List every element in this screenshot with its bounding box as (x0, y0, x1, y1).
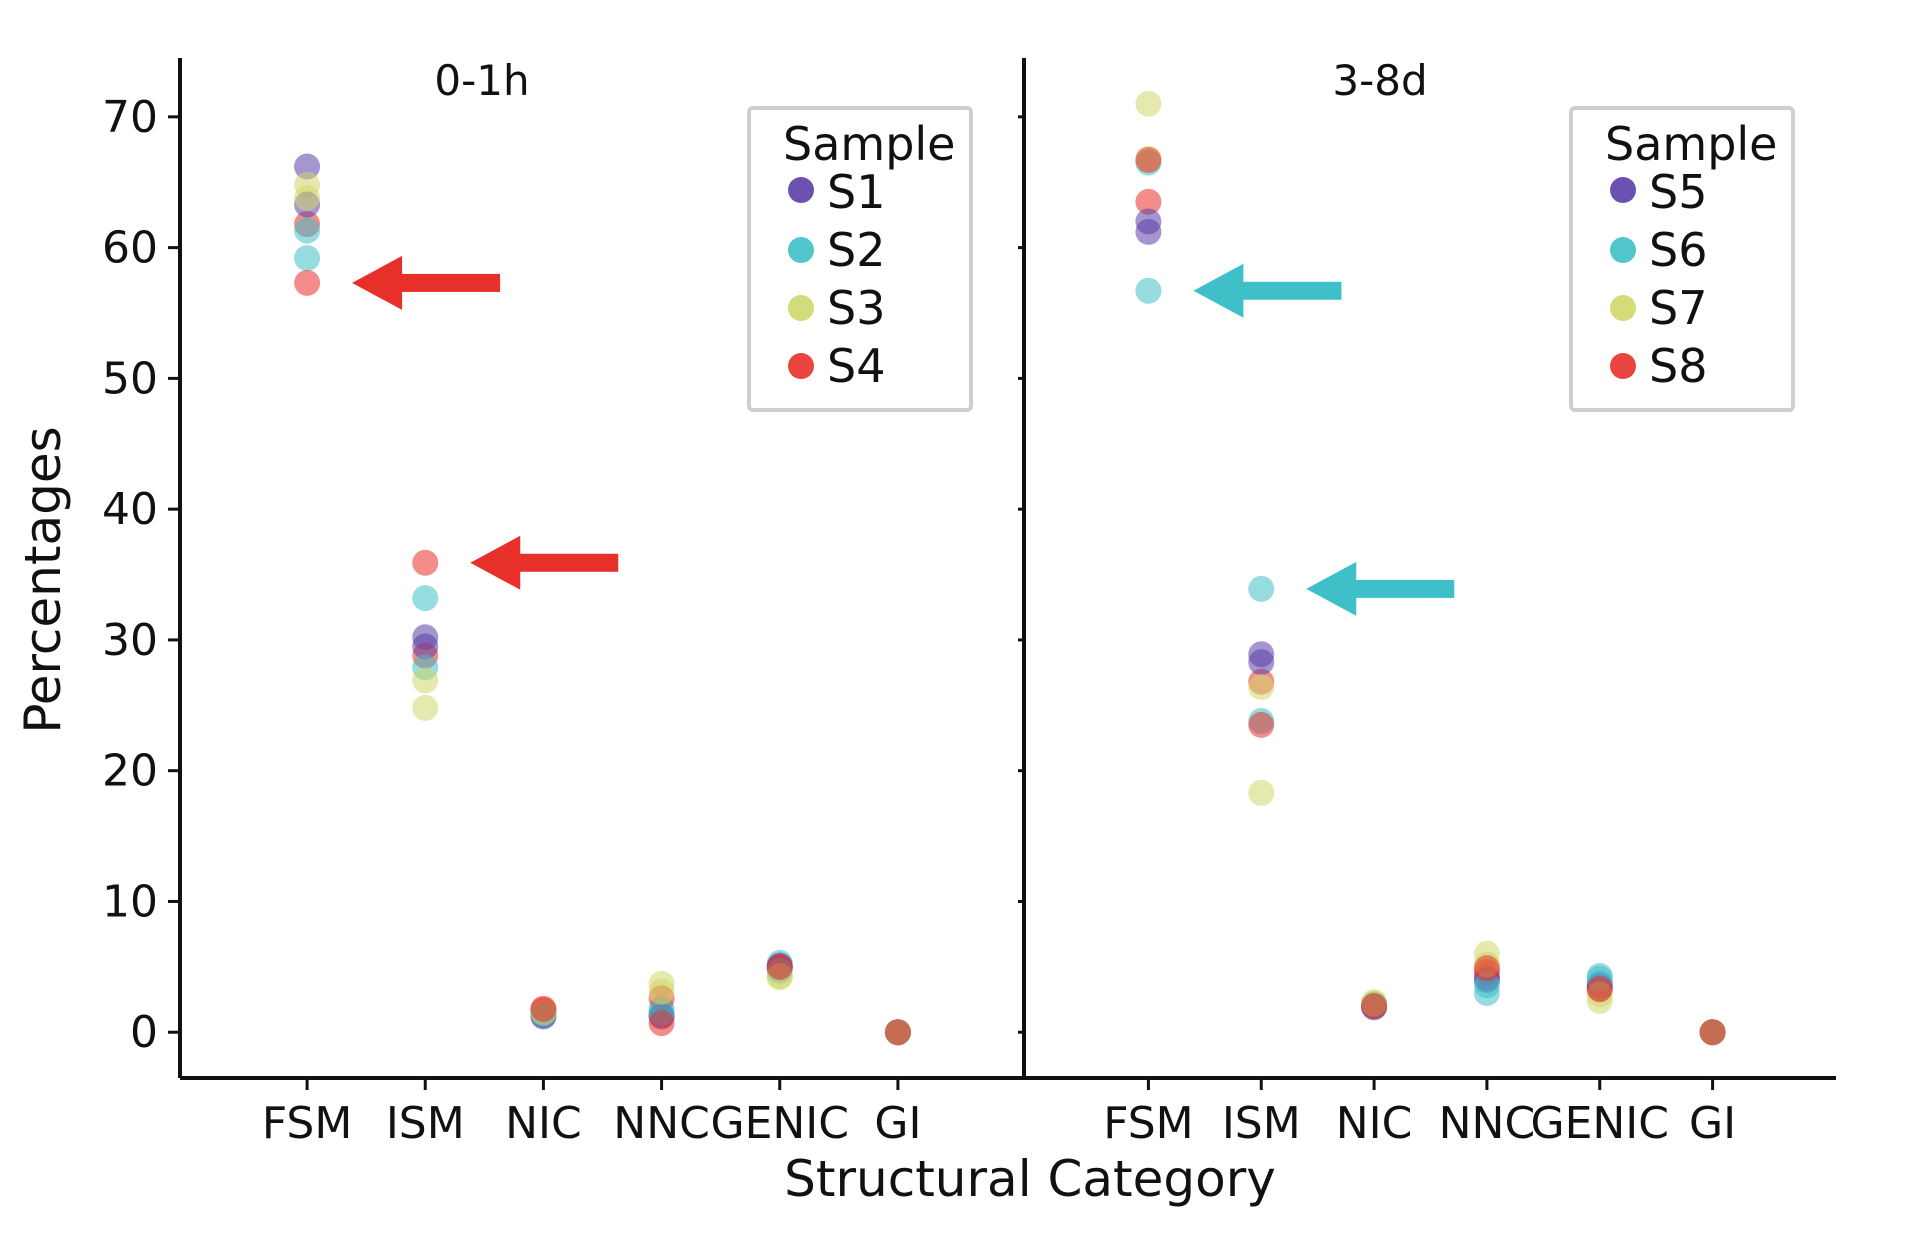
data-point (884, 1019, 911, 1046)
data-point (412, 694, 439, 721)
points-layer (294, 90, 1726, 1046)
legend-label: S3 (827, 281, 885, 335)
data-point (294, 217, 321, 244)
data-point (1361, 993, 1388, 1020)
legend-label: S6 (1649, 223, 1707, 277)
arrow-head (1193, 263, 1244, 318)
y-tick-label: 30 (102, 615, 158, 666)
legend-marker (1610, 295, 1636, 321)
legend-label: S1 (827, 165, 885, 219)
data-point (1135, 90, 1162, 117)
data-point (412, 633, 439, 660)
y-tick-label: 20 (102, 746, 158, 797)
arrow-head (352, 255, 403, 310)
data-point (1248, 779, 1275, 806)
x-tick-label: GENIC (1530, 1098, 1669, 1149)
y-tick-label: 0 (130, 1007, 158, 1058)
legend-marker (788, 295, 814, 321)
x-tick-label: ISM (1222, 1098, 1301, 1149)
x-tick-label: FSM (1103, 1098, 1193, 1149)
data-point (1248, 674, 1275, 700)
arrow-shaft (1344, 579, 1455, 598)
y-tick-label: 10 (102, 876, 158, 927)
y-tick-label: 40 (102, 484, 158, 535)
data-point (1248, 711, 1275, 738)
data-point (1699, 1019, 1726, 1046)
y-tick-label: 50 (102, 353, 158, 404)
y-tick-label: 70 (102, 92, 158, 143)
x-tick-label: GI (1689, 1098, 1736, 1149)
x-tick-label: GI (874, 1098, 921, 1149)
y-axis-title: Percentages (14, 426, 72, 733)
panel-title: 3-8d (1332, 56, 1427, 105)
legend-label: S2 (827, 223, 885, 277)
data-point (648, 978, 675, 1005)
legend-marker (788, 353, 814, 379)
x-axis-title: Structural Category (784, 1150, 1276, 1208)
x-tick-label: NNC (613, 1098, 710, 1149)
data-point (1135, 147, 1162, 173)
x-tick-label: GENIC (710, 1098, 849, 1149)
legend-marker (1610, 177, 1636, 203)
x-tick-label: NIC (1336, 1098, 1413, 1149)
data-point (766, 953, 793, 980)
legend-marker (1610, 353, 1636, 379)
y-tick-label: 60 (102, 223, 158, 274)
data-point (294, 269, 321, 296)
legend-label: S8 (1649, 339, 1707, 393)
legend-marker (788, 177, 814, 203)
legend-marker (788, 237, 814, 263)
legend-label: S5 (1649, 165, 1707, 219)
data-point (412, 667, 439, 694)
arrow-shaft (1231, 281, 1342, 300)
data-point (1248, 575, 1275, 602)
panel-title: 0-1h (434, 56, 529, 105)
data-point (294, 245, 321, 272)
annotation-arrow (352, 255, 501, 310)
legend-title: Sample (783, 117, 955, 171)
data-point (412, 585, 439, 612)
legend-marker (1610, 237, 1636, 263)
legend-label: S7 (1649, 281, 1707, 335)
data-point (1135, 277, 1162, 304)
data-point (1135, 188, 1162, 215)
legend-label: S4 (827, 339, 885, 393)
data-point (1248, 649, 1275, 676)
x-tick-label: ISM (386, 1098, 465, 1149)
data-point (294, 184, 321, 211)
x-tick-label: NIC (505, 1098, 582, 1149)
data-point (1473, 955, 1500, 982)
arrow-shaft (508, 553, 619, 572)
data-point (412, 549, 439, 576)
arrow-shaft (390, 273, 501, 292)
arrow-head (470, 535, 521, 590)
data-point (648, 1010, 675, 1037)
annotation-arrow (470, 535, 619, 590)
data-point (1135, 208, 1162, 235)
annotation-arrow (1306, 561, 1455, 616)
x-tick-label: FSM (262, 1098, 352, 1149)
annotation-arrow (1193, 263, 1342, 318)
data-point (294, 153, 321, 180)
x-tick-label: NNC (1439, 1098, 1536, 1149)
legend-title: Sample (1605, 117, 1777, 171)
arrow-head (1306, 561, 1357, 616)
annotation-layer (352, 255, 1455, 616)
data-point (1586, 976, 1613, 1003)
data-point (530, 995, 557, 1022)
